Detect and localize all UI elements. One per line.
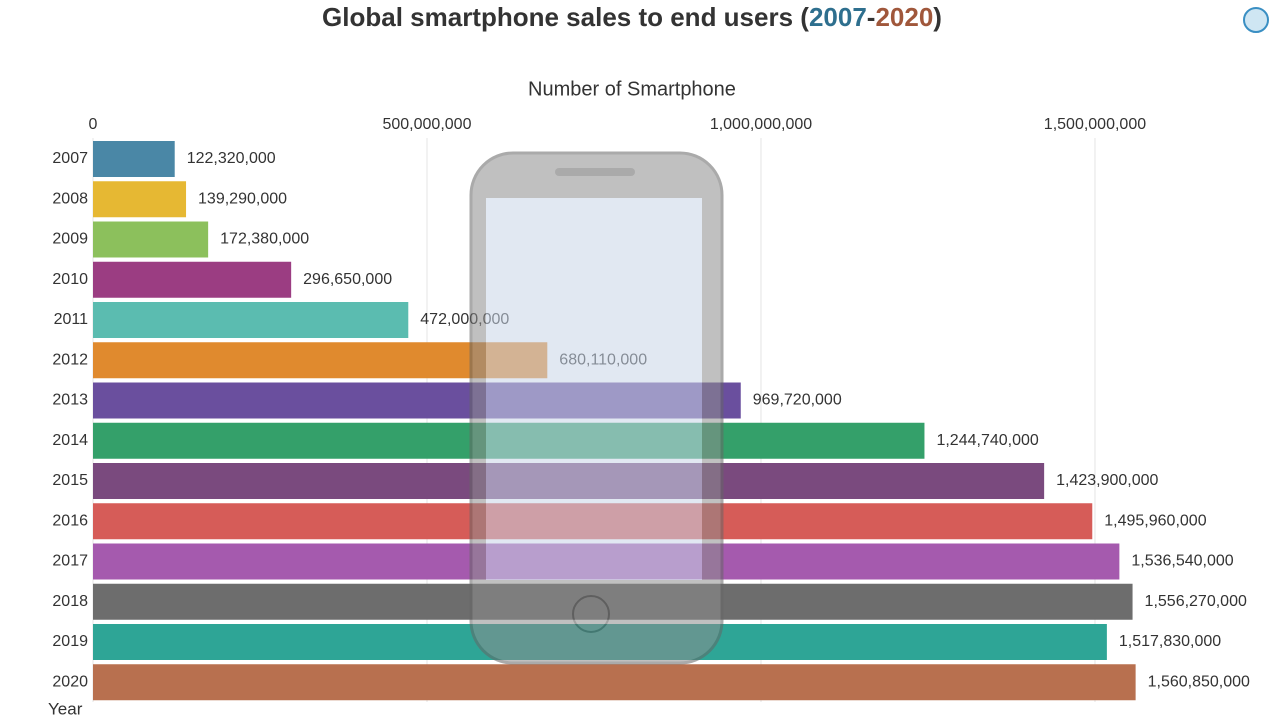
y-tick-label: 2008	[52, 190, 88, 207]
value-label: 1,536,540,000	[1131, 553, 1233, 570]
phone-screen	[486, 198, 702, 580]
phone-home-button	[572, 595, 610, 633]
y-tick-label: 2019	[52, 633, 88, 650]
value-label: 1,556,270,000	[1145, 593, 1247, 610]
y-tick-label: 2017	[52, 553, 88, 570]
y-tick-label: 2012	[52, 351, 88, 368]
bar	[93, 141, 175, 177]
y-tick-label: 2013	[52, 392, 88, 409]
bar	[93, 302, 409, 338]
plot: 0 500,000,000 1,000,000,000 1,500,000,000 20…	[52, 116, 1250, 702]
y-tick-label: 2009	[52, 231, 88, 248]
bar	[93, 181, 187, 218]
x-tick-label: 1,500,000,000	[1044, 116, 1146, 133]
value-label: 139,290,000	[198, 190, 287, 207]
x-tick-label: 500,000,000	[382, 116, 471, 133]
x-tick-label: 0	[89, 116, 98, 133]
y-tick-label: 2014	[52, 432, 88, 449]
bar	[93, 221, 209, 258]
y-tick-label: 2016	[52, 512, 88, 529]
y-axis-label: Year	[48, 699, 83, 718]
phone-overlay	[469, 151, 724, 665]
x-axis-label: Number of Smartphone	[528, 78, 736, 100]
value-label: 1,495,960,000	[1104, 512, 1206, 529]
phone-speaker	[555, 168, 635, 176]
y-tick-label: 2010	[52, 271, 88, 288]
title-part: 2020	[875, 2, 933, 32]
y-tick-label: 2015	[52, 472, 88, 489]
value-label: 969,720,000	[753, 392, 842, 409]
title-part: 2007	[809, 2, 867, 32]
chart-title: Global smartphone sales to end users (20…	[322, 2, 942, 32]
title-part: -	[867, 2, 876, 32]
value-label: 296,650,000	[303, 271, 392, 288]
bar	[93, 261, 292, 298]
value-label: 1,517,830,000	[1119, 633, 1221, 650]
value-label: 122,320,000	[187, 150, 276, 167]
title-part: Global smartphone sales to end users (	[322, 2, 809, 32]
x-tick-label: 1,000,000,000	[710, 116, 812, 133]
y-tick-label: 2018	[52, 593, 88, 610]
value-label: 172,380,000	[220, 231, 309, 248]
y-tick-label: 2020	[52, 673, 88, 690]
value-label: 1,560,850,000	[1148, 673, 1250, 690]
bar	[93, 664, 1136, 701]
y-tick-label: 2007	[52, 150, 88, 167]
logo	[1243, 7, 1269, 33]
title-part: )	[933, 2, 942, 32]
value-label: 1,423,900,000	[1056, 472, 1158, 489]
value-label: 1,244,740,000	[936, 432, 1038, 449]
y-tick-label: 2011	[54, 311, 89, 328]
